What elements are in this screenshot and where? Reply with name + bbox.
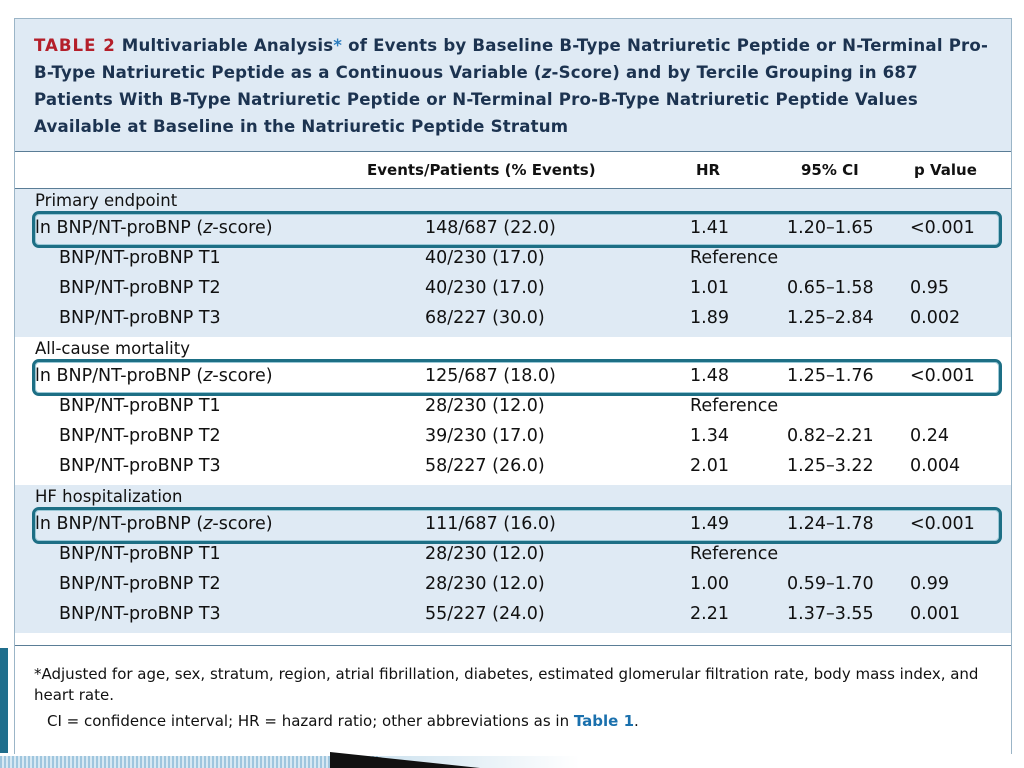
table-row: BNP/NT-proBNP T3 55/227 (24.0) 2.21 1.37–3.… bbox=[15, 601, 1011, 631]
table-row: ln BNP/NT-proBNP (z-score) 148/687 (22.0)… bbox=[15, 215, 1011, 245]
p-value-cell: <0.001 bbox=[910, 514, 975, 534]
highlight-box bbox=[32, 359, 1002, 396]
abbreviation-end: . bbox=[634, 712, 639, 730]
title-part-a: Multivariable Analysis bbox=[121, 36, 334, 55]
section-header: HF hospitalization bbox=[15, 485, 1011, 511]
events-cell: 125/687 (18.0) bbox=[425, 366, 556, 386]
row-label: ln BNP/NT-proBNP (z-score) bbox=[35, 514, 273, 534]
title-part-b: of Events by Baseline B-Type Natriuretic… bbox=[34, 36, 989, 136]
hr-cell: Reference bbox=[690, 396, 779, 416]
events-cell: 28/230 (12.0) bbox=[425, 574, 545, 594]
table-1-link[interactable]: Table 1 bbox=[573, 712, 635, 730]
p-value-cell: 0.002 bbox=[910, 308, 961, 328]
hr-cell: 1.49 bbox=[690, 514, 729, 534]
row-label: BNP/NT-proBNP T3 bbox=[59, 604, 221, 624]
header-hr: HR bbox=[696, 161, 721, 179]
hr-cell: 1.34 bbox=[690, 426, 729, 446]
ci-cell: 1.20–1.65 bbox=[787, 218, 874, 238]
events-cell: 148/687 (22.0) bbox=[425, 218, 556, 238]
title-asterisk: * bbox=[333, 36, 343, 55]
row-label: BNP/NT-proBNP T1 bbox=[59, 248, 221, 268]
table-row: BNP/NT-proBNP T3 58/227 (26.0) 2.01 1.25–3.… bbox=[15, 453, 1011, 483]
ci-cell: 0.65–1.58 bbox=[787, 278, 874, 298]
abbreviation-footnote: CI = confidence interval; HR = hazard ra… bbox=[47, 712, 639, 730]
row-label: BNP/NT-proBNP T1 bbox=[59, 396, 221, 416]
events-cell: 58/227 (26.0) bbox=[425, 456, 545, 476]
p-value-cell: 0.95 bbox=[910, 278, 949, 298]
ci-cell: 0.82–2.21 bbox=[787, 426, 874, 446]
table-row: BNP/NT-proBNP T1 28/230 (12.0) Reference bbox=[15, 541, 1011, 571]
events-cell: 40/230 (17.0) bbox=[425, 278, 545, 298]
highlight-box bbox=[32, 211, 1002, 248]
table-title-area: TABLE 2 Multivariable Analysis* of Events… bbox=[15, 19, 1011, 151]
p-value-cell: 0.99 bbox=[910, 574, 949, 594]
hr-cell: 1.48 bbox=[690, 366, 729, 386]
row-label: BNP/NT-proBNP T2 bbox=[59, 426, 221, 446]
table-row: BNP/NT-proBNP T3 68/227 (30.0) 1.89 1.25–2.… bbox=[15, 305, 1011, 335]
hr-cell: 1.01 bbox=[690, 278, 729, 298]
table-row: BNP/NT-proBNP T2 28/230 (12.0) 1.00 0.59–1.… bbox=[15, 571, 1011, 601]
section-title: All-cause mortality bbox=[35, 339, 190, 358]
table-header-row: Events/Patients (% Events) HR 95% CI p V… bbox=[15, 151, 1011, 189]
table-row: BNP/NT-proBNP T1 40/230 (17.0) Reference bbox=[15, 245, 1011, 275]
slide-accent-bar bbox=[0, 648, 8, 753]
ci-cell: 1.37–3.55 bbox=[787, 604, 874, 624]
hr-cell: Reference bbox=[690, 544, 779, 564]
table-footnote: *Adjusted for age, sex, stratum, region,… bbox=[15, 645, 1011, 754]
highlight-box bbox=[32, 507, 1002, 544]
p-value-cell: 0.004 bbox=[910, 456, 961, 476]
ci-cell: 1.25–3.22 bbox=[787, 456, 874, 476]
header-events: Events/Patients (% Events) bbox=[367, 161, 596, 179]
hr-cell: 1.89 bbox=[690, 308, 729, 328]
table-label: TABLE 2 bbox=[34, 36, 116, 55]
results-table: TABLE 2 Multivariable Analysis* of Events… bbox=[14, 18, 1012, 754]
section-title: HF hospitalization bbox=[35, 487, 183, 506]
events-cell: 39/230 (17.0) bbox=[425, 426, 545, 446]
events-cell: 28/230 (12.0) bbox=[425, 396, 545, 416]
section-title: Primary endpoint bbox=[35, 191, 178, 210]
abbreviation-text: CI = confidence interval; HR = hazard ra… bbox=[47, 712, 574, 730]
p-value-cell: <0.001 bbox=[910, 366, 975, 386]
table-row: ln BNP/NT-proBNP (z-score) 111/687 (16.0)… bbox=[15, 511, 1011, 541]
row-label: BNP/NT-proBNP T2 bbox=[59, 278, 221, 298]
row-label: BNP/NT-proBNP T2 bbox=[59, 574, 221, 594]
p-value-cell: 0.001 bbox=[910, 604, 961, 624]
row-label: ln BNP/NT-proBNP (z-score) bbox=[35, 366, 273, 386]
row-label: BNP/NT-proBNP T3 bbox=[59, 456, 221, 476]
events-cell: 55/227 (24.0) bbox=[425, 604, 545, 624]
table-title: TABLE 2 Multivariable Analysis* of Events… bbox=[34, 32, 999, 140]
ci-cell: 0.59–1.70 bbox=[787, 574, 874, 594]
p-value-cell: 0.24 bbox=[910, 426, 949, 446]
table-row: BNP/NT-proBNP T2 40/230 (17.0) 1.01 0.65–1.… bbox=[15, 275, 1011, 305]
row-label: BNP/NT-proBNP T1 bbox=[59, 544, 221, 564]
section-header: Primary endpoint bbox=[15, 189, 1011, 215]
table-row: BNP/NT-proBNP T2 39/230 (17.0) 1.34 0.82–2.… bbox=[15, 423, 1011, 453]
hr-cell: 2.01 bbox=[690, 456, 729, 476]
p-value-cell: <0.001 bbox=[910, 218, 975, 238]
ci-cell: 1.25–1.76 bbox=[787, 366, 874, 386]
header-p-value: p Value bbox=[914, 161, 977, 179]
slide-bottom-stripe bbox=[0, 752, 1024, 768]
hr-cell: Reference bbox=[690, 248, 779, 268]
table-row: ln BNP/NT-proBNP (z-score) 125/687 (18.0)… bbox=[15, 363, 1011, 393]
events-cell: 28/230 (12.0) bbox=[425, 544, 545, 564]
adjustment-footnote: *Adjusted for age, sex, stratum, region,… bbox=[34, 665, 979, 704]
hr-cell: 2.21 bbox=[690, 604, 729, 624]
row-label: BNP/NT-proBNP T3 bbox=[59, 308, 221, 328]
hr-cell: 1.00 bbox=[690, 574, 729, 594]
row-label: ln BNP/NT-proBNP (z-score) bbox=[35, 218, 273, 238]
section-header: All-cause mortality bbox=[15, 337, 1011, 363]
hr-cell: 1.41 bbox=[690, 218, 729, 238]
events-cell: 40/230 (17.0) bbox=[425, 248, 545, 268]
ci-cell: 1.25–2.84 bbox=[787, 308, 874, 328]
events-cell: 68/227 (30.0) bbox=[425, 308, 545, 328]
header-ci: 95% CI bbox=[801, 161, 859, 179]
events-cell: 111/687 (16.0) bbox=[425, 514, 556, 534]
table-row: BNP/NT-proBNP T1 28/230 (12.0) Reference bbox=[15, 393, 1011, 423]
ci-cell: 1.24–1.78 bbox=[787, 514, 874, 534]
